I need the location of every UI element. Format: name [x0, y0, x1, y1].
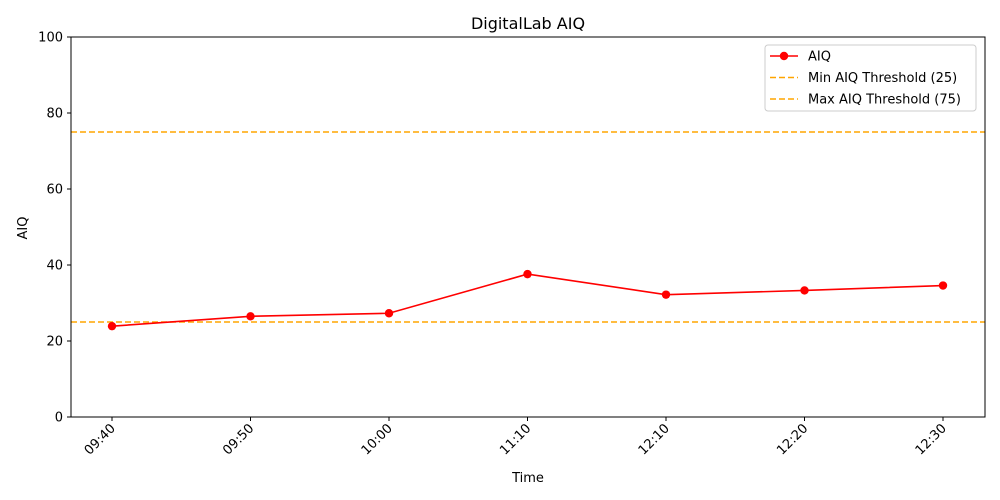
x-tick-label: 12:10	[636, 421, 673, 458]
y-tick-label: 60	[46, 183, 63, 198]
x-tick-label: 12:30	[913, 421, 950, 458]
chart-title: DigitalLab AIQ	[471, 14, 585, 33]
series-line-0	[111, 273, 944, 327]
legend-marker-0	[779, 51, 789, 61]
legend-label-1: Min AIQ Threshold (25)	[808, 71, 957, 86]
data-point	[661, 290, 671, 299]
legend-label-2: Max AIQ Threshold (75)	[808, 93, 961, 108]
x-tick-label: 09:40	[82, 421, 119, 458]
x-axis-label: Time	[511, 471, 544, 486]
data-point	[107, 321, 117, 331]
x-tick-label: 10:00	[359, 421, 396, 458]
y-tick-label: 0	[55, 411, 63, 426]
y-tick-label: 80	[46, 107, 63, 122]
legend-label-0: AIQ	[808, 50, 831, 65]
data-point	[523, 269, 532, 279]
data-point	[246, 312, 255, 321]
legend-box	[764, 44, 977, 112]
x-tick-label: 12:20	[774, 421, 811, 458]
y-tick-label: 40	[46, 259, 63, 274]
data-point	[384, 309, 394, 318]
y-axis-label: AIQ	[16, 217, 31, 240]
x-tick-label: 09:50	[220, 421, 257, 458]
y-tick-label: 100	[38, 31, 63, 46]
x-tick-label: 11:10	[497, 421, 534, 458]
y-tick-label: 20	[46, 335, 63, 350]
data-point	[938, 281, 948, 290]
data-point	[800, 286, 809, 295]
